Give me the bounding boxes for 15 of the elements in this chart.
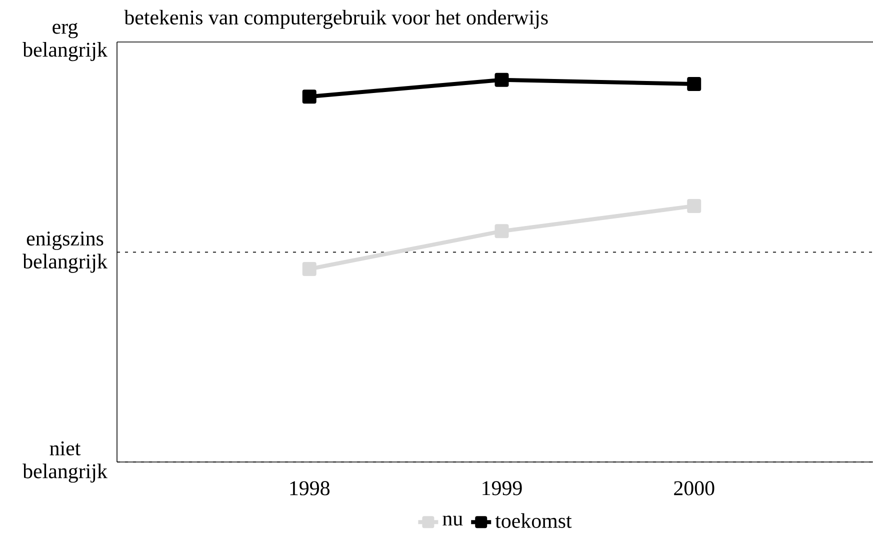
x-tick-label: 2000 <box>674 481 714 496</box>
point <box>687 198 702 213</box>
legend-label: toekomst <box>495 513 572 528</box>
ref-line-label: enigszins belangrijk <box>22 232 108 273</box>
point <box>302 262 316 276</box>
chart-title: betekenis van computergebruik voor het onderwijs <box>124 10 548 29</box>
ref-line-label: erg belangrijk <box>22 22 108 62</box>
ref-line-label: niet belangrijk <box>22 441 108 483</box>
point <box>687 77 702 92</box>
point <box>494 72 509 87</box>
legend-label: nu <box>442 516 463 526</box>
point <box>302 90 316 104</box>
x-tick-label: 1998 <box>290 481 330 496</box>
x-tick-label: 1999 <box>482 481 522 496</box>
point <box>494 224 509 238</box>
